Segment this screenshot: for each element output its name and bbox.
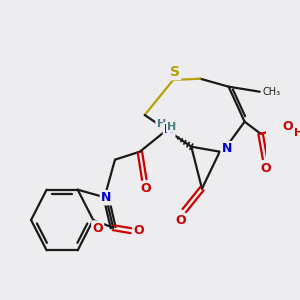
Text: H: H [294,128,300,138]
Text: O: O [176,214,186,227]
Text: N: N [164,123,174,136]
Text: O: O [261,162,271,175]
Text: H: H [167,122,176,132]
Text: O: O [134,224,144,237]
Text: CH₃: CH₃ [262,87,280,97]
Text: S: S [170,65,180,79]
Text: N: N [101,191,111,204]
Text: O: O [141,182,152,195]
Text: O: O [282,120,292,133]
Text: N: N [222,142,232,155]
Text: H: H [157,119,166,129]
Text: O: O [92,221,103,235]
